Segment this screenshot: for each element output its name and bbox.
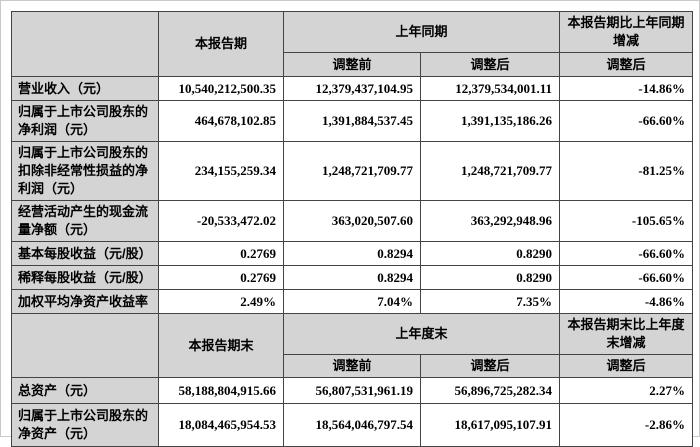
row-label: 基本每股收益（元/股） xyxy=(11,241,159,266)
table-row: 归属于上市公司股东的净利润（元） 464,678,102.85 1,391,88… xyxy=(11,100,694,142)
header-change-vs-prior: 本报告期比上年同期增减 xyxy=(559,11,694,53)
row-label: 总资产（元） xyxy=(11,377,159,404)
subheader-before-adjust: 调整前 xyxy=(283,52,421,77)
value-current: -20,533,472.02 xyxy=(158,200,284,242)
row-label: 经营活动产生的现金流量净额（元） xyxy=(11,200,159,242)
financial-summary-table: 本报告期 上年同期 本报告期比上年同期增减 调整前 调整后 调整后 营业收入（元… xyxy=(11,11,694,447)
value-after: 363,292,948.96 xyxy=(419,200,561,242)
header-current-period-end: 本报告期末 xyxy=(158,313,284,378)
table-row: 稀释每股收益（元/股） 0.2769 0.8294 0.8290 -66.60% xyxy=(11,265,694,290)
row-label: 加权平均净资产收益率 xyxy=(11,289,159,314)
value-before: 7.04% xyxy=(283,289,421,314)
value-current: 234,155,259.34 xyxy=(158,141,284,201)
value-after: 7.35% xyxy=(419,289,561,314)
value-change: -14.86% xyxy=(559,76,694,101)
header-current-period: 本报告期 xyxy=(158,11,284,77)
table-row: 归属于上市公司股东的扣除非经常性损益的净利润（元） 234,155,259.34… xyxy=(11,141,694,201)
row-label: 归属于上市公司股东的净利润（元） xyxy=(11,100,159,142)
value-current: 0.2769 xyxy=(158,241,284,266)
table-row: 加权平均净资产收益率 2.49% 7.04% 7.35% -4.86% xyxy=(11,289,694,314)
value-before: 56,807,531,961.19 xyxy=(283,377,421,404)
value-change: -2.86% xyxy=(559,403,694,447)
subheader-change-after-adjust: 调整后 xyxy=(559,52,694,77)
value-after: 1,248,721,709.77 xyxy=(419,141,561,201)
value-change: -105.65% xyxy=(559,200,694,242)
value-change: 2.27% xyxy=(559,377,694,404)
table-row: 经营活动产生的现金流量净额（元） -20,533,472.02 363,020,… xyxy=(11,200,694,242)
header-prior-period: 上年同期 xyxy=(282,11,561,53)
value-current: 10,540,212,500.35 xyxy=(158,76,284,101)
table-row: 总资产（元） 58,188,804,915.66 56,807,531,961.… xyxy=(11,377,694,404)
table-row: 基本每股收益（元/股） 0.2769 0.8294 0.8290 -66.60% xyxy=(11,241,694,266)
value-change: -81.25% xyxy=(559,141,694,201)
value-change: -66.60% xyxy=(559,241,694,266)
value-before: 1,391,884,537.45 xyxy=(283,100,421,142)
subheader-change-after-adjust: 调整后 xyxy=(559,354,694,378)
value-after: 56,896,725,282.34 xyxy=(419,377,561,404)
value-change: -4.86% xyxy=(559,289,694,314)
value-before: 1,248,721,709.77 xyxy=(283,141,421,201)
value-current: 2.49% xyxy=(158,289,284,314)
corner-cell xyxy=(11,11,159,77)
value-before: 0.8294 xyxy=(283,241,421,266)
header-prior-year-end: 上年度末 xyxy=(282,313,561,355)
section1-header-row-sub: 调整前 调整后 调整后 xyxy=(12,52,694,77)
value-before: 18,564,046,797.54 xyxy=(283,403,421,447)
value-after: 12,379,534,001.11 xyxy=(419,76,561,101)
section2-header-row-top: 本报告期末 上年度末 本报告期末比上年度末增减 xyxy=(11,313,694,378)
corner-cell xyxy=(11,313,159,378)
row-label: 稀释每股收益（元/股） xyxy=(11,265,159,290)
value-before: 0.8294 xyxy=(283,265,421,290)
value-after: 0.8290 xyxy=(419,265,561,290)
value-current: 0.2769 xyxy=(158,265,284,290)
value-before: 12,379,437,104.95 xyxy=(283,76,421,101)
section1-header-row-top: 本报告期 上年同期 本报告期比上年同期增减 xyxy=(11,11,694,77)
table-row: 营业收入（元） 10,540,212,500.35 12,379,437,104… xyxy=(11,76,694,101)
value-current: 464,678,102.85 xyxy=(158,100,284,142)
table-row: 归属于上市公司股东的净资产（元） 18,084,465,954.53 18,56… xyxy=(11,403,694,447)
subheader-after-adjust: 调整后 xyxy=(419,354,561,378)
row-label: 归属于上市公司股东的净资产（元） xyxy=(11,403,159,447)
value-before: 363,020,507.60 xyxy=(283,200,421,242)
subheader-after-adjust: 调整后 xyxy=(419,52,561,77)
subheader-before-adjust: 调整前 xyxy=(283,354,421,378)
value-current: 58,188,804,915.66 xyxy=(158,377,284,404)
value-change: -66.60% xyxy=(559,265,694,290)
value-after: 18,617,095,107.91 xyxy=(419,403,561,447)
value-current: 18,084,465,954.53 xyxy=(158,403,284,447)
row-label: 营业收入（元） xyxy=(11,76,159,101)
header-change-vs-year-end: 本报告期末比上年度末增减 xyxy=(559,313,694,355)
row-label: 归属于上市公司股东的扣除非经常性损益的净利润（元） xyxy=(11,141,159,201)
value-after: 0.8290 xyxy=(419,241,561,266)
value-after: 1,391,135,186.26 xyxy=(419,100,561,142)
value-change: -66.60% xyxy=(559,100,694,142)
